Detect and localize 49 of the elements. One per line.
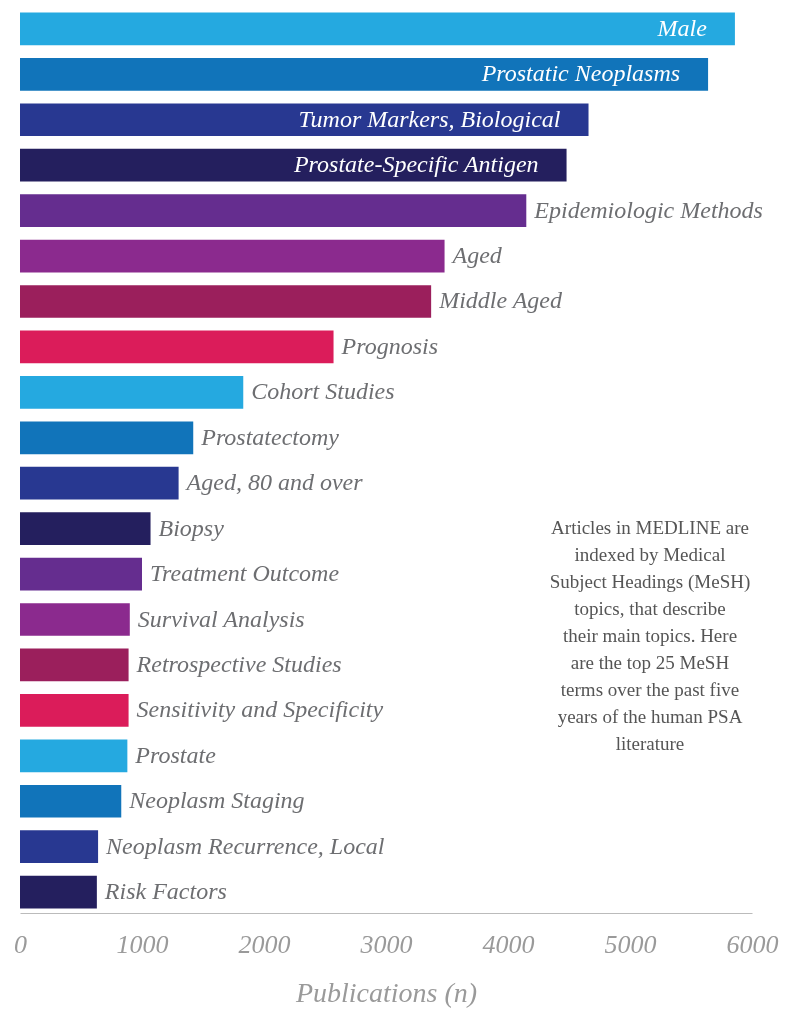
bar [20,603,130,636]
y-tick-label: Prostatectomy [200,423,340,450]
y-tick-label: Cohort Studies [251,378,395,405]
y-tick-label: Prognosis [340,332,439,359]
bar [20,148,567,182]
bar [20,421,194,455]
x-tick-label: 2000 [238,929,291,959]
bar [20,830,99,864]
y-tick-label: Survival Analysis [137,605,305,632]
y-tick-label: Middle Aged [438,287,563,314]
bar [20,330,334,364]
x-tick-label: 6000 [726,929,779,959]
y-tick-label: Prostate [134,741,217,768]
y-tick-label: Risk Factors [103,878,227,905]
x-tick-label: 3000 [359,929,413,959]
bar [20,194,527,227]
x-tick-label: 1000 [116,929,169,959]
bar [20,57,709,91]
y-tick-label: Epidemiologic Methods [533,196,763,223]
y-tick-label: Male [656,14,708,41]
y-tick-label: Neoplasm Staging [128,787,305,814]
bar [20,739,128,773]
bar [20,694,129,727]
x-axis-title: Publications (n) [294,976,478,1008]
y-tick-label: Prostatic Neoplasms [480,60,681,87]
x-tick-label: 5000 [604,929,657,959]
bar [20,239,445,273]
bar [20,557,142,591]
y-tick-label: Biopsy [158,514,225,541]
y-tick-label: Neoplasm Recurrence, Local [105,832,385,859]
y-tick-label: Retrospective Studies [135,650,342,677]
bar [20,648,129,682]
y-tick-label: Prostate-Specific Antigen [292,151,539,178]
bar [20,285,432,318]
text: Articles in MEDLINE are indexed by Medical Subject Headings (MeSH) topics, that describe their main topics. Here are the top 25 MeSH terms over the past five years of the human PSA literature [549,517,751,754]
y-tick-label: Sensitivity and Specificity [136,696,384,723]
bar [20,875,97,909]
y-tick-label: Tumor Markers, Biological [298,105,561,132]
x-tick-label: 0 [14,929,27,959]
bar [20,12,735,46]
bar [20,466,179,500]
y-tick-label: Aged, 80 and over [184,469,364,496]
bar [20,103,589,137]
bar [20,512,151,545]
y-tick-label: Aged [450,242,503,269]
bar [20,784,122,818]
y-tick-label: Treatment Outcome [150,560,340,587]
x-tick-label: 4000 [482,929,535,959]
bar [20,376,244,409]
